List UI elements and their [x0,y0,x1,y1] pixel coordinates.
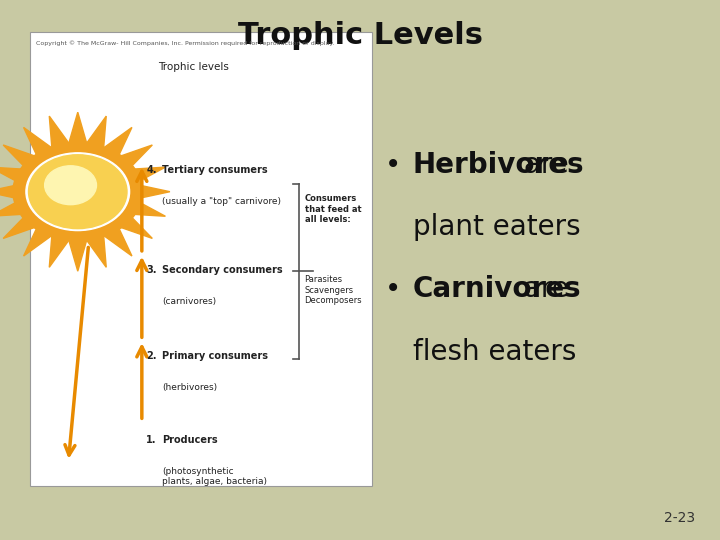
Text: Herbivores: Herbivores [413,151,584,179]
Circle shape [45,166,96,205]
Polygon shape [0,199,27,216]
Polygon shape [24,226,52,256]
Polygon shape [118,214,153,239]
Polygon shape [24,127,52,157]
Text: (carnivores): (carnivores) [162,297,216,306]
Text: Parasites
Scavengers
Decomposers: Parasites Scavengers Decomposers [305,275,362,305]
Text: •: • [385,151,402,179]
Text: 3.: 3. [146,265,157,275]
Text: Producers: Producers [162,435,217,445]
Polygon shape [0,167,27,184]
Polygon shape [129,199,166,216]
Polygon shape [86,116,107,148]
Polygon shape [3,214,37,239]
Text: •: • [385,275,402,303]
Polygon shape [3,145,37,170]
Polygon shape [49,235,69,267]
Polygon shape [134,184,170,199]
Text: (usually a "top" carnivore): (usually a "top" carnivore) [162,197,281,206]
Text: Consumers
that feed at
all levels:: Consumers that feed at all levels: [305,194,361,224]
Text: flesh eaters: flesh eaters [413,338,576,366]
Text: 4.: 4. [146,165,157,175]
Polygon shape [86,235,107,267]
Text: are: are [515,275,569,303]
Text: plant eaters: plant eaters [413,213,580,241]
Text: (herbivores): (herbivores) [162,383,217,393]
Circle shape [29,155,127,228]
Text: Carnivores: Carnivores [413,275,581,303]
Polygon shape [104,127,132,157]
Text: Primary consumers: Primary consumers [162,351,268,361]
Text: Copyright © The McGraw- Hill Companies, Inc. Permission required for reproductio: Copyright © The McGraw- Hill Companies, … [36,40,334,46]
Text: 2.: 2. [146,351,157,361]
Text: Trophic levels: Trophic levels [158,62,229,72]
Polygon shape [0,184,22,199]
Text: Secondary consumers: Secondary consumers [162,265,283,275]
Text: are: are [515,151,569,179]
Polygon shape [104,226,132,256]
Polygon shape [129,167,166,184]
Circle shape [13,143,143,240]
Text: (photosynthetic
plants, algae, bacteria): (photosynthetic plants, algae, bacteria) [162,467,267,487]
Circle shape [26,153,130,231]
Polygon shape [69,112,86,143]
Text: 2-23: 2-23 [664,511,695,525]
Polygon shape [49,116,69,148]
Text: Trophic Levels: Trophic Levels [238,21,482,50]
FancyBboxPatch shape [30,32,372,486]
Polygon shape [69,240,86,271]
Text: Tertiary consumers: Tertiary consumers [162,165,268,175]
Polygon shape [118,145,153,170]
Text: 1.: 1. [146,435,157,445]
